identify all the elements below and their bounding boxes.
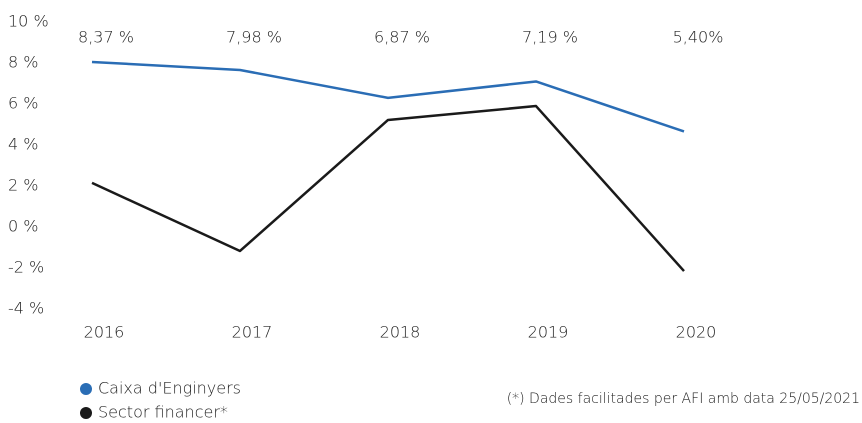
x-tick-label: 2017 (232, 323, 273, 342)
annotation: 5,40% (673, 28, 724, 47)
y-tick-label: -4 % (8, 299, 44, 318)
legend-label: Caixa d'Enginyers (98, 379, 241, 398)
y-tick-label: 2 % (8, 176, 38, 195)
annotation: 7,19 % (522, 28, 578, 47)
series-line (91, 60, 685, 133)
y-tick-label: 6 % (8, 94, 38, 113)
x-tick-label: 2019 (528, 323, 569, 342)
y-tick-label: 4 % (8, 135, 38, 154)
x-tick-label: 2018 (380, 323, 421, 342)
y-tick-label: -2 % (8, 258, 44, 277)
annotation: 6,87 % (374, 28, 430, 47)
x-tick-label: 2020 (676, 323, 717, 342)
legend-marker (80, 383, 92, 395)
y-tick-label: 10 % (8, 12, 49, 31)
y-tick-label: 0 % (8, 217, 38, 236)
legend-marker (80, 407, 92, 419)
annotation: 8,37 % (78, 28, 134, 47)
series-line (91, 104, 685, 272)
y-tick-label: 8 % (8, 53, 38, 72)
footnote: (*) Dades facilitades per AFI amb data 2… (507, 391, 860, 407)
annotation: 7,98 % (226, 28, 282, 47)
legend-label: Sector financer* (98, 403, 228, 422)
x-tick-label: 2016 (84, 323, 125, 342)
